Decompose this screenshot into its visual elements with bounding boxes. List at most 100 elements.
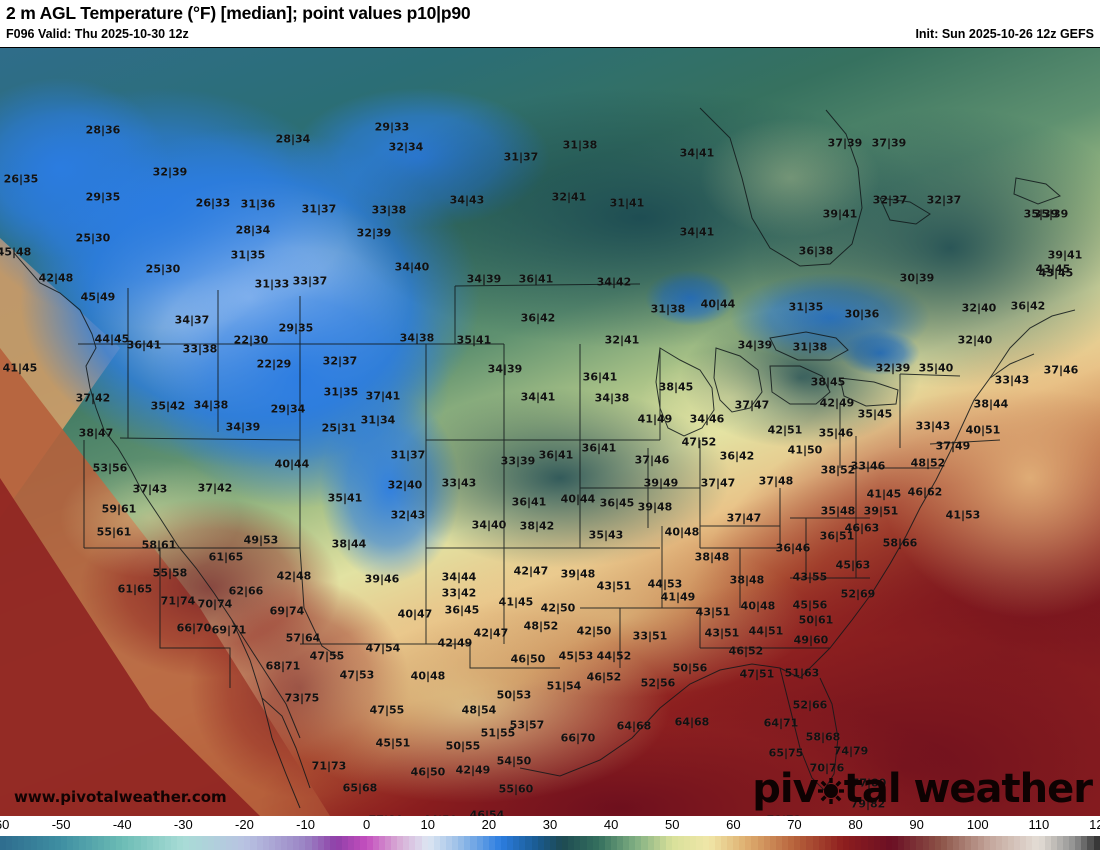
- colorbar-band: [189, 836, 196, 850]
- colorbar-band: [751, 836, 758, 850]
- point-value: 29|35: [85, 190, 121, 204]
- colorbar-tick-label: -40: [112, 817, 132, 832]
- point-value: 33|43: [994, 373, 1030, 387]
- point-value: 55|61: [96, 525, 132, 539]
- point-value: 53|56: [92, 461, 128, 475]
- point-value: 44|50: [423, 815, 458, 817]
- point-value: 32|34: [388, 140, 424, 154]
- colorbar-band: [739, 836, 746, 850]
- point-value: 46|62: [907, 485, 943, 499]
- colorbar-band: [641, 836, 648, 850]
- colorbar-band: [42, 836, 49, 850]
- page-title: 2 m AGL Temperature (°F) [median]; point…: [6, 3, 471, 23]
- point-value: 34|41: [679, 225, 715, 239]
- point-value: 36|41: [511, 495, 547, 509]
- point-value: 34|40: [471, 518, 507, 532]
- point-value: 40|48: [740, 599, 776, 613]
- colorbar-band: [531, 836, 538, 850]
- colorbar-band: [24, 836, 31, 850]
- colorbar-band: [1026, 836, 1033, 850]
- colorbar-band: [830, 836, 837, 850]
- colorbar-band: [152, 836, 159, 850]
- point-value: 45|51: [375, 736, 411, 750]
- point-value: 58|66: [882, 536, 918, 550]
- point-value: 34|41: [520, 390, 556, 404]
- point-value: 32|37: [872, 193, 908, 207]
- point-value: 32|41: [551, 190, 587, 204]
- colorbar-band: [1056, 836, 1064, 850]
- point-value: 65|68: [342, 781, 378, 795]
- point-value: 32|40: [957, 333, 993, 347]
- point-value: 51|55: [480, 726, 516, 740]
- colorbar-band: [122, 836, 129, 850]
- colorbar-band: [262, 836, 269, 850]
- colorbar-band: [91, 836, 98, 850]
- colorbar-band: [482, 836, 489, 850]
- point-value: 33|51: [632, 629, 668, 643]
- point-value: 50|53: [496, 688, 532, 702]
- point-value: 51|63: [784, 666, 820, 680]
- point-value: 45|56: [792, 598, 828, 612]
- colorbar-band: [989, 836, 996, 850]
- colorbar-band: [164, 836, 172, 850]
- colorbar-band: [513, 836, 520, 850]
- point-value: 38|45: [658, 380, 694, 394]
- colorbar-band: [372, 836, 379, 850]
- point-value: 39|49: [643, 476, 679, 490]
- colorbar-gradient[interactable]: [0, 836, 1100, 850]
- point-value: 71|74: [160, 594, 196, 608]
- colorbar-band: [610, 836, 618, 850]
- colorbar-band: [177, 836, 184, 850]
- colorbar-band: [109, 836, 117, 850]
- point-value: 31|38: [792, 340, 828, 354]
- colorbar-band: [348, 836, 355, 850]
- colorbar-band: [207, 836, 214, 850]
- point-value: 64|68: [674, 715, 710, 729]
- point-value: 31|36: [240, 197, 276, 211]
- point-value: 39|41: [822, 207, 858, 221]
- point-value: 37|47: [734, 398, 770, 412]
- point-value: 31|34: [360, 413, 396, 427]
- point-value: 37|48: [758, 474, 794, 488]
- colorbar-tick-label: 100: [966, 817, 989, 832]
- logo-text-post: tal weather: [843, 766, 1093, 812]
- colorbar-band: [366, 836, 373, 850]
- colorbar-band: [788, 836, 795, 850]
- point-value: 65|75: [768, 746, 804, 760]
- point-value: 41|49: [637, 412, 673, 426]
- colorbar-band: [983, 836, 990, 850]
- point-value: 51|54: [546, 679, 582, 693]
- point-value: 41|45: [866, 487, 902, 501]
- point-value: 59|61: [101, 502, 137, 516]
- colorbar-band: [904, 836, 911, 850]
- point-value: 40|51: [965, 423, 1001, 437]
- point-value: 42|49: [819, 396, 855, 410]
- colorbar-band: [6, 836, 13, 850]
- point-value: 41|49: [660, 590, 696, 604]
- point-value: 37|41: [365, 389, 401, 403]
- weather-map[interactable]: 28|36 26|35 32|39 29|35 26|33 31|36 31|37 28|34…: [0, 47, 1100, 816]
- point-value: 41|45: [2, 361, 38, 375]
- point-value: 69|71: [211, 623, 247, 637]
- point-value: 48|52: [523, 619, 559, 633]
- colorbar-band: [464, 836, 471, 850]
- colorbar-band: [360, 836, 367, 850]
- colorbar-band: [1032, 836, 1039, 850]
- point-value: 28|34: [235, 223, 271, 237]
- point-value: 31|38: [650, 302, 686, 316]
- point-value: 41|45: [498, 595, 534, 609]
- colorbar-legend[interactable]: -60 -50 -40 -30 -20 -10 0 10 20 30 40 50 60 70 80 90 100…: [0, 816, 1100, 850]
- colorbar-band: [635, 836, 642, 850]
- point-value: 50|61: [798, 613, 834, 627]
- point-value: 42|47: [473, 626, 509, 640]
- point-value: 38|47: [78, 426, 114, 440]
- point-value: 32|37: [926, 193, 962, 207]
- point-value: 39|46: [364, 572, 400, 586]
- point-value: 77|80: [369, 815, 404, 817]
- point-value: 71|73: [767, 815, 802, 817]
- colorbar-band: [183, 836, 190, 850]
- point-value: 45|53: [558, 649, 594, 663]
- colorbar-band: [1087, 836, 1094, 850]
- colorbar-band: [1069, 836, 1076, 850]
- point-value: 37|42: [197, 481, 233, 495]
